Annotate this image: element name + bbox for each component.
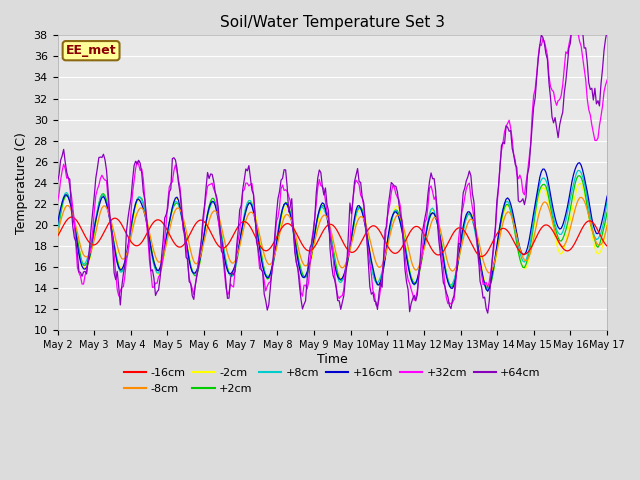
Line: -16cm: -16cm [58, 217, 607, 256]
+32cm [604, 77, 611, 83]
Legend: -16cm, -8cm, -2cm, +2cm, +8cm, +16cm, +32cm, +64cm: -16cm, -8cm, -2cm, +2cm, +8cm, +16cm, +3… [120, 364, 545, 398]
+64cm [576, 17, 584, 23]
+16cm [574, 160, 582, 166]
-8cm [574, 197, 582, 203]
-8cm [485, 270, 493, 276]
+2cm [576, 173, 584, 179]
-2cm [576, 180, 584, 186]
Text: EE_met: EE_met [66, 44, 116, 57]
+8cm [484, 287, 492, 292]
+16cm [294, 257, 301, 263]
Y-axis label: Temperature (C): Temperature (C) [15, 132, 28, 234]
+2cm [484, 285, 492, 291]
Line: +8cm: +8cm [58, 170, 607, 289]
-2cm [121, 262, 129, 268]
+64cm [484, 310, 492, 316]
+16cm [245, 200, 253, 206]
+32cm [571, 17, 579, 23]
-16cm [296, 236, 303, 242]
-2cm [574, 182, 582, 188]
+2cm [218, 231, 225, 237]
+16cm [604, 193, 611, 199]
Line: +16cm: +16cm [58, 163, 607, 291]
+64cm [218, 248, 225, 254]
+8cm [121, 261, 129, 267]
+64cm [604, 28, 611, 34]
+32cm [374, 303, 381, 309]
-16cm [219, 245, 227, 251]
+32cm [218, 237, 225, 243]
-2cm [54, 234, 61, 240]
+32cm [576, 38, 584, 44]
+64cm [236, 207, 244, 213]
-2cm [294, 250, 301, 256]
-16cm [237, 220, 245, 226]
+2cm [604, 209, 611, 215]
+8cm [245, 198, 253, 204]
-2cm [484, 284, 492, 289]
-8cm [577, 194, 585, 200]
+8cm [236, 240, 244, 246]
-2cm [245, 198, 253, 204]
+64cm [121, 263, 129, 269]
+8cm [574, 168, 582, 173]
+16cm [576, 160, 584, 166]
+32cm [236, 229, 244, 235]
-16cm [477, 253, 485, 259]
+32cm [121, 273, 129, 279]
+32cm [54, 199, 61, 205]
-8cm [236, 243, 244, 249]
+32cm [245, 183, 253, 189]
-16cm [123, 231, 131, 237]
+8cm [218, 232, 225, 238]
Line: +64cm: +64cm [58, 7, 607, 313]
+16cm [54, 221, 61, 227]
+2cm [574, 173, 582, 179]
-16cm [54, 233, 61, 239]
Line: -2cm: -2cm [58, 183, 607, 287]
Title: Soil/Water Temperature Set 3: Soil/Water Temperature Set 3 [220, 15, 445, 30]
+2cm [294, 252, 301, 258]
+64cm [54, 180, 61, 185]
Line: +2cm: +2cm [58, 176, 607, 288]
+8cm [604, 198, 611, 204]
+2cm [121, 263, 129, 268]
+16cm [121, 259, 129, 264]
-16cm [576, 230, 584, 236]
-8cm [54, 231, 61, 237]
-2cm [236, 242, 244, 248]
-8cm [121, 255, 129, 261]
+64cm [573, 4, 580, 10]
-16cm [67, 214, 75, 220]
-8cm [604, 223, 611, 228]
+64cm [294, 266, 301, 272]
X-axis label: Time: Time [317, 353, 348, 366]
-16cm [604, 243, 611, 249]
-2cm [604, 220, 611, 226]
+16cm [218, 235, 225, 241]
Line: +32cm: +32cm [58, 20, 607, 306]
+2cm [245, 200, 253, 205]
+2cm [54, 230, 61, 236]
+8cm [54, 230, 61, 236]
+2cm [236, 240, 244, 246]
-16cm [246, 224, 254, 230]
-8cm [294, 243, 301, 249]
+16cm [484, 288, 492, 294]
-8cm [245, 211, 253, 216]
Line: -8cm: -8cm [58, 197, 607, 273]
-8cm [218, 224, 225, 229]
-2cm [218, 228, 225, 233]
+8cm [294, 257, 301, 263]
+8cm [576, 168, 584, 173]
+32cm [294, 265, 301, 271]
+64cm [245, 163, 253, 168]
+16cm [236, 239, 244, 244]
